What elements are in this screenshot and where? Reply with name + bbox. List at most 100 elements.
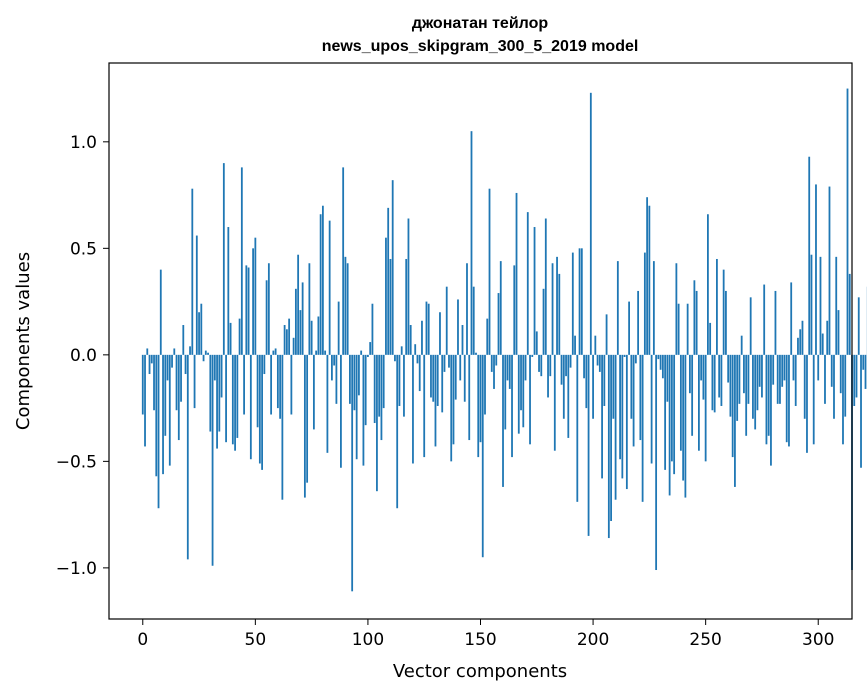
bar-130: [434, 354, 437, 447]
bar-255: [716, 258, 718, 355]
bar-302: [821, 333, 824, 355]
bar-245: [693, 280, 696, 355]
bar-137: [450, 354, 453, 462]
bar-220: [637, 290, 640, 355]
x-tick-label: 50: [245, 630, 267, 650]
bar-243: [688, 354, 691, 394]
bar-254: [713, 354, 716, 413]
bar-114: [398, 354, 401, 406]
bar-288: [790, 282, 793, 355]
bar-289: [792, 354, 795, 381]
bar-44: [240, 167, 243, 355]
bar-185: [558, 273, 561, 355]
bar-9: [162, 354, 164, 475]
bar-271: [752, 354, 754, 419]
bar-242: [686, 303, 689, 355]
bar-162: [506, 354, 509, 381]
bar-287: [788, 354, 790, 447]
bar-177: [540, 354, 543, 377]
bar-318: [857, 297, 860, 355]
bar-187: [562, 354, 565, 419]
bar-122: [416, 354, 419, 364]
bar-218: [632, 354, 635, 447]
chart-title-line1: джонатан тейлор: [412, 15, 549, 32]
bar-153: [486, 318, 489, 355]
bar-88: [340, 354, 342, 468]
bar-283: [779, 354, 781, 404]
bar-62: [281, 354, 284, 500]
bar-139: [454, 354, 457, 400]
bar-16: [177, 354, 180, 441]
y-axis-label: Components values: [13, 252, 34, 430]
bar-149: [477, 354, 480, 458]
bar-10: [164, 354, 167, 436]
x-tick-label: 100: [352, 630, 384, 650]
bar-81: [324, 350, 327, 355]
bar-213: [621, 354, 624, 479]
bar-230: [659, 354, 662, 370]
bar-124: [421, 320, 423, 355]
bar-178: [542, 288, 545, 355]
x-tick-label: 150: [464, 630, 496, 650]
bar-150: [479, 354, 482, 443]
bar-225: [648, 205, 651, 355]
y-axis-ticks: −1.0 −0.5 0.0 0.5 1.0: [56, 133, 109, 579]
bar-305: [828, 186, 831, 355]
bar-203: [598, 354, 601, 372]
bar-52: [258, 354, 261, 464]
bar-246: [695, 290, 698, 355]
bar-100: [367, 354, 369, 357]
bar-161: [504, 354, 507, 430]
bar-272: [754, 354, 757, 430]
bar-42: [236, 354, 239, 438]
bar-252: [709, 322, 712, 355]
bar-157: [495, 354, 498, 366]
bar-290: [794, 354, 797, 406]
bar-215: [625, 354, 628, 490]
bar-104: [376, 354, 378, 492]
bar-197: [585, 354, 588, 409]
bar-22: [191, 188, 194, 355]
x-axis-ticks: 0 50 100 150 200 250 300: [137, 619, 834, 650]
bar-307: [833, 354, 835, 419]
bar-235: [670, 354, 673, 462]
bar-190: [569, 354, 572, 368]
bar-202: [596, 354, 599, 366]
bar-250: [704, 354, 707, 462]
bar-89: [342, 167, 345, 355]
bar-281: [774, 290, 777, 355]
bar-118: [407, 218, 410, 355]
bar-146: [470, 131, 473, 355]
bar-258: [722, 269, 725, 355]
bar-66: [290, 354, 293, 415]
bar-306: [830, 354, 833, 387]
bar-189: [567, 354, 570, 438]
bar-275: [761, 354, 763, 398]
bar-219: [634, 354, 637, 364]
bar-182: [551, 263, 554, 355]
bar-145: [468, 354, 471, 441]
bar-2: [146, 348, 149, 355]
bar-15: [175, 354, 178, 411]
bar-176: [538, 354, 540, 372]
bar-169: [522, 354, 525, 428]
bar-31: [211, 354, 214, 566]
bar-200: [592, 354, 594, 419]
bar-19: [184, 354, 187, 375]
bar-98: [362, 354, 365, 466]
plot-area-frame: [108, 62, 853, 620]
bar-282: [776, 354, 779, 404]
bar-136: [448, 354, 450, 368]
bar-41: [234, 354, 236, 451]
bar-232: [664, 354, 667, 470]
bar-113: [396, 354, 399, 509]
bar-0: [141, 354, 144, 415]
bar-68: [294, 288, 297, 355]
bar-269: [747, 354, 750, 404]
bar-112: [394, 354, 396, 362]
bar-55: [265, 280, 268, 355]
bar-199: [589, 92, 592, 355]
bar-27: [202, 354, 205, 362]
bar-294: [803, 354, 806, 419]
bar-85: [333, 354, 336, 366]
